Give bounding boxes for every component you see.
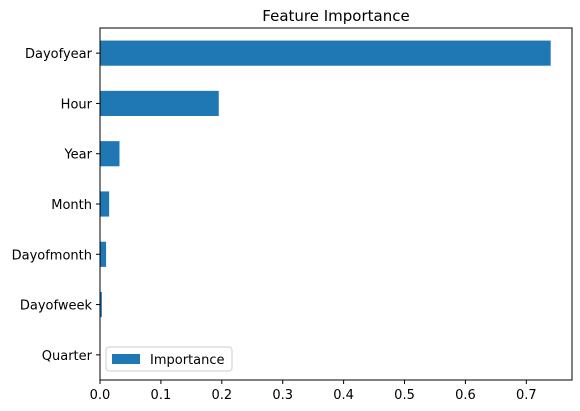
y-tick-label-year: Year [63,148,92,163]
x-tick-label: 0.0 [90,388,111,403]
y-tick-label-month: Month [51,198,92,213]
x-tick-label: 0.3 [272,388,293,403]
y-tick-label-hour: Hour [61,97,93,112]
plot-frame [99,27,573,381]
legend-label: Importance [150,353,225,368]
x-tick-label: 0.7 [516,388,537,403]
y-tick-label-dayofweek: Dayofweek [20,299,93,314]
x-tick-label: 0.2 [211,388,232,403]
y-tick-label-dayofyear: Dayofyear [25,47,93,62]
y-axis-ticks: Dayofyear Hour Year Month Dayofmonth Dayofwee… [12,47,100,364]
bar-hour [100,90,219,116]
bar-month [100,191,110,217]
bar-dayofweek [100,292,102,318]
bar-dayofmonth [100,241,107,267]
legend-swatch [112,354,140,364]
bars-layer [100,40,551,318]
chart-title: Feature Importance [262,7,409,25]
y-tick-label-quarter: Quarter [42,349,93,364]
bar-dayofyear [100,40,551,66]
x-tick-label: 0.4 [333,388,354,403]
x-tick-label: 0.1 [151,388,172,403]
legend-box [105,346,233,372]
x-tick-label: 0.6 [455,388,476,403]
bar-year [100,141,120,167]
y-tick-label-dayofmonth: Dayofmonth [12,248,92,263]
x-tick-label: 0.5 [394,388,415,403]
legend: Importance [105,346,233,372]
x-axis-ticks: 0.0 0.1 0.2 0.3 0.4 0.5 0.6 0.7 [90,380,537,403]
